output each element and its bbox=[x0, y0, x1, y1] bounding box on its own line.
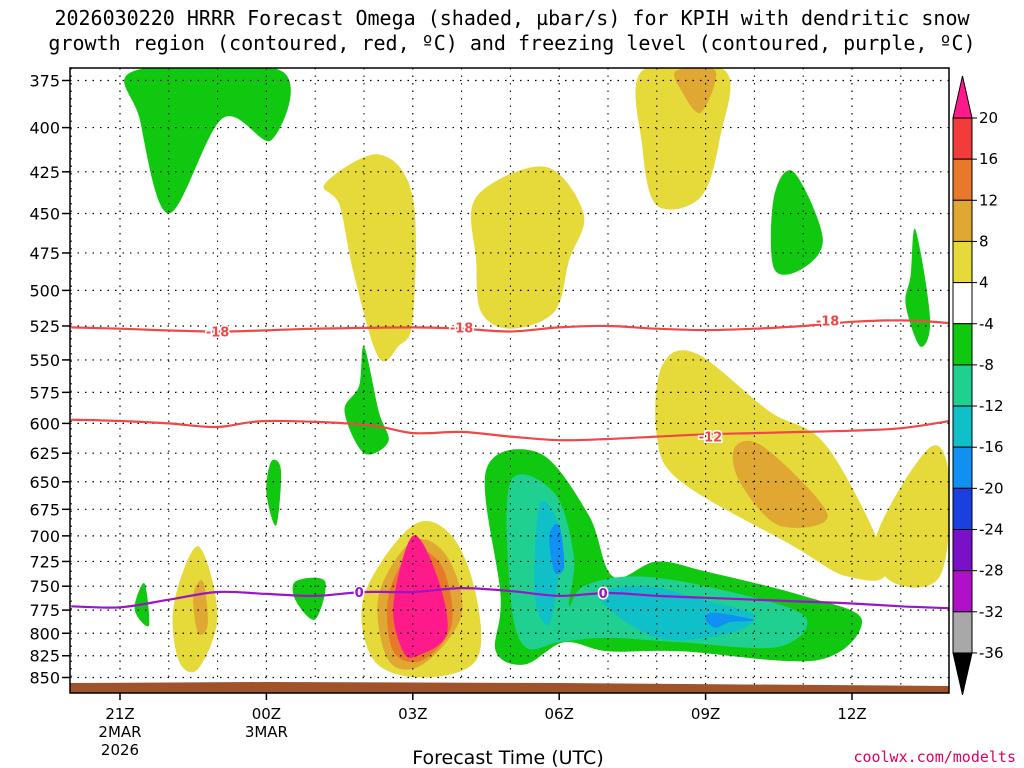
colorbar-swatch bbox=[952, 240, 973, 284]
y-tick-label: 475 bbox=[29, 244, 60, 263]
colorbar-label: 20 bbox=[979, 109, 998, 127]
colorbar-swatch bbox=[952, 487, 973, 531]
colorbar-swatch bbox=[952, 529, 973, 572]
x-tick-label: 03Z bbox=[398, 705, 427, 723]
terrain-fill bbox=[70, 682, 949, 693]
y-tick-label: 725 bbox=[29, 552, 60, 571]
y-tick-label: 550 bbox=[29, 351, 60, 370]
chart-title: 2026030220 HRRR Forecast Omega (shaded, … bbox=[0, 6, 1024, 56]
y-tick-label: 575 bbox=[29, 383, 60, 402]
colorbar: 20 16 12 8 4 -4 -8 -12 -16 -20 -24 -28 -32 -36 bbox=[952, 75, 1004, 696]
colorbar-swatch bbox=[952, 446, 973, 489]
colorbar-label: -28 bbox=[979, 562, 1004, 580]
colorbar-label: 8 bbox=[979, 232, 989, 250]
colorbar-label: 16 bbox=[979, 150, 998, 168]
colorbar-label: 12 bbox=[979, 191, 998, 209]
colorbar-top-arrow bbox=[952, 75, 973, 119]
colorbar-swatch bbox=[952, 282, 973, 325]
omega-region-magenta-main bbox=[393, 535, 448, 658]
x-tick-date: 2MAR bbox=[98, 723, 141, 741]
colorbar-label: -12 bbox=[979, 397, 1004, 415]
colorbar-swatch bbox=[952, 611, 973, 654]
colorbar-label: -8 bbox=[979, 356, 994, 374]
y-tick-label: 700 bbox=[29, 527, 60, 546]
ground-surface bbox=[70, 682, 949, 693]
colorbar-label: -20 bbox=[979, 479, 1004, 497]
colorbar-swatch bbox=[952, 117, 973, 160]
y-tick-label: 450 bbox=[29, 205, 60, 224]
colorbar-label: -24 bbox=[979, 521, 1004, 539]
x-tick-date: 2026 bbox=[101, 741, 139, 759]
omega-region-yellow-upper-2 bbox=[470, 166, 585, 329]
contour-label-minus-18: -18 bbox=[450, 321, 474, 336]
omega-region-yellow-right-low bbox=[874, 445, 949, 588]
colorbar-label: 4 bbox=[979, 274, 989, 292]
colorbar-label: -16 bbox=[979, 438, 1004, 456]
colorbar-swatch bbox=[952, 570, 973, 613]
y-tick-label: 625 bbox=[29, 444, 60, 463]
omega-region-green-mid-left bbox=[344, 346, 389, 455]
y-tick-label: 400 bbox=[29, 119, 60, 138]
omega-region-green-far-right bbox=[905, 228, 931, 347]
omega-region-yellow-upper-1 bbox=[323, 154, 416, 362]
pressure-axis: 375 400 425 450 475 500 525 550 575 600 625 650 675 7… bbox=[29, 72, 70, 688]
colorbar-swatch bbox=[952, 158, 973, 201]
x-tick-label: 12Z bbox=[837, 705, 866, 723]
y-tick-label: 750 bbox=[29, 577, 60, 596]
omega-region-green-dot-1 bbox=[266, 459, 282, 526]
contour-label-zero: 0 bbox=[599, 587, 608, 602]
omega-region-orange-mid-right bbox=[732, 440, 828, 528]
y-tick-label: 850 bbox=[29, 669, 60, 688]
omega-region-blue-1 bbox=[549, 523, 565, 575]
plot-frame bbox=[69, 67, 950, 694]
colorbar-swatch bbox=[952, 199, 973, 242]
contour-minus-18 bbox=[71, 319, 949, 333]
shaded-omega-fields bbox=[124, 68, 949, 678]
chart-title-line-2: growth region (contoured, red, ºC) and f… bbox=[48, 31, 976, 55]
y-tick-label: 800 bbox=[29, 624, 60, 643]
credit-link[interactable]: coolwx.com/modelts bbox=[853, 748, 1016, 766]
y-tick-label: 650 bbox=[29, 473, 60, 492]
x-tick-date: 3MAR bbox=[245, 723, 288, 741]
omega-region-green-upper-right bbox=[770, 170, 823, 275]
omega-region-blue-2 bbox=[705, 612, 755, 628]
y-tick-label: 425 bbox=[29, 163, 60, 182]
contour-label-minus-18: -18 bbox=[816, 314, 840, 329]
y-tick-label: 600 bbox=[29, 414, 60, 433]
y-tick-label: 775 bbox=[29, 601, 60, 620]
contour-label-minus-12: -12 bbox=[699, 431, 723, 446]
colorbar-swatch bbox=[952, 405, 973, 448]
colorbar-bottom-arrow bbox=[952, 652, 973, 696]
omega-region-green-dot-3 bbox=[292, 577, 326, 620]
colorbar-label: -4 bbox=[979, 315, 994, 333]
x-tick-label: 09Z bbox=[691, 705, 720, 723]
contour-zero bbox=[71, 586, 949, 610]
contour-label-minus-18: -18 bbox=[206, 326, 230, 341]
omega-region-orange-top-right bbox=[674, 68, 717, 114]
y-tick-label: 825 bbox=[29, 647, 60, 666]
colorbar-label: -36 bbox=[979, 644, 1004, 662]
colorbar-swatch bbox=[952, 323, 973, 366]
y-tick-label: 675 bbox=[29, 500, 60, 519]
y-tick-label: 525 bbox=[29, 317, 60, 336]
contour-minus-12 bbox=[71, 418, 949, 442]
y-tick-label: 375 bbox=[29, 72, 60, 91]
omega-region-green-top-left bbox=[124, 68, 291, 214]
x-axis-label: Forecast Time (UTC) bbox=[412, 747, 603, 768]
colorbar-label: -32 bbox=[979, 603, 1004, 621]
colorbar-swatch bbox=[952, 364, 973, 407]
y-tick-label: 500 bbox=[29, 281, 60, 300]
x-tick-label: 00Z bbox=[252, 705, 281, 723]
temperature-contours: -18 -18 -18 -12 0 0 bbox=[71, 313, 949, 610]
x-tick-label: 21Z bbox=[105, 705, 134, 723]
contour-label-zero: 0 bbox=[355, 586, 364, 601]
plot-border bbox=[69, 67, 950, 694]
x-tick-label: 06Z bbox=[545, 705, 574, 723]
chart-title-line-1: 2026030220 HRRR Forecast Omega (shaded, … bbox=[54, 6, 970, 30]
omega-region-teal-bulge bbox=[506, 474, 808, 650]
